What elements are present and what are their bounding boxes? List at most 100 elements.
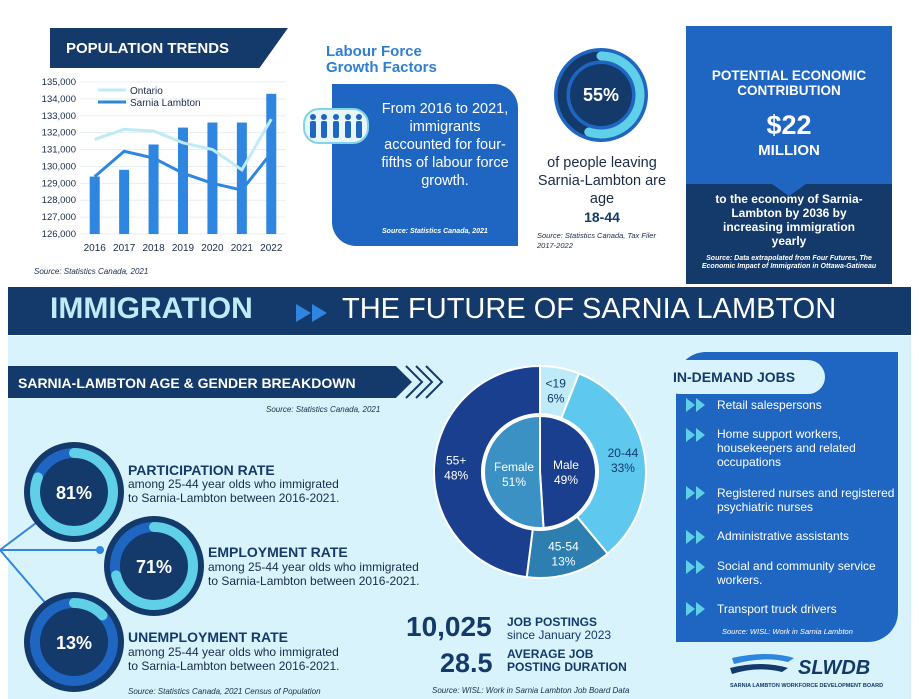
leaving-percent-ring: 55%: [554, 48, 648, 142]
leaving-source: Source: Statistics Canada, Tax Filer 201…: [537, 231, 656, 250]
gender-slice-Female: [483, 414, 545, 529]
legend-ontario-label: Ontario: [130, 86, 163, 97]
x-tick-label: 2020: [201, 243, 224, 254]
x-tick-label: 2018: [142, 243, 165, 254]
x-tick-label: 2017: [113, 243, 136, 254]
leaving-age: 18-44: [584, 209, 620, 225]
bar-sarnia-2016: [89, 176, 100, 234]
bar-sarnia-2020: [207, 122, 218, 234]
population-trends-title: POPULATION TRENDS: [50, 28, 288, 68]
y-tick-label: 134,000: [42, 94, 76, 105]
gender-pct-Male: 49%: [554, 473, 578, 487]
population-chart: 126,000 127,000 128,000 129,000 130,000 131,0…: [42, 77, 286, 254]
unemployment-desc: among 25-44 year olds who immigrated to S…: [128, 645, 340, 673]
economic-title: POTENTIAL ECONOMIC CONTRIBUTION: [711, 68, 867, 98]
job-item: Registered nurses and registered psychia…: [717, 486, 895, 514]
arrow-bullet-icon: [686, 486, 705, 500]
economic-text: to the economy of Sarnia-Lambton by 2036…: [715, 192, 863, 248]
employment-ring: 71%: [104, 516, 204, 616]
arrow-bullet-icon: [686, 602, 705, 616]
donut-label-<19: <19: [546, 376, 567, 390]
job-item: Home support workers, housekeepers and r…: [717, 427, 856, 469]
x-tick-label: 2021: [231, 243, 254, 254]
participation-title: PARTICIPATION RATE: [128, 462, 275, 478]
y-tick-label: 127,000: [42, 212, 76, 223]
job-item: Retail salespersons: [717, 398, 822, 412]
bar-sarnia-2019: [178, 127, 188, 234]
arrow-bullet-icon: [686, 398, 705, 412]
in-demand-title: IN-DEMAND JOBS: [663, 360, 825, 394]
economic-unit: MILLION: [758, 142, 820, 159]
chevrons-icon: [405, 365, 444, 399]
legend-sarnia-label: Sarnia Lambton: [130, 98, 201, 109]
chart-legend: Ontario Sarnia Lambton: [98, 86, 201, 109]
arrow-bullet-icon: [686, 428, 705, 442]
donut-pct-55+: 48%: [444, 469, 468, 483]
donut-label-20-44: 20-44: [608, 446, 639, 460]
economic-source: Source: Data extrapolated from Four Futu…: [701, 255, 877, 270]
bar-sarnia-2017: [119, 169, 130, 234]
unemployment-ring: 13%: [24, 592, 124, 692]
logo-name: SLWDB: [798, 657, 870, 679]
line-sarnia: [93, 149, 273, 192]
leaving-percent-value: 55%: [583, 85, 619, 105]
bar-sarnia-2021: [236, 122, 247, 234]
y-tick-label: 130,000: [42, 161, 76, 172]
gender-label-Male: Male: [553, 458, 579, 472]
immigration-banner: [8, 287, 911, 335]
age-gender-title: SARNIA-LAMBTON AGE & GENDER BREAKDOWN: [8, 366, 412, 398]
participation-desc: among 25-44 year olds who immigrated to S…: [128, 477, 340, 505]
donut-pct-<19: 6%: [547, 391, 565, 405]
employment-value: 71%: [136, 557, 172, 577]
economic-amount: $22: [766, 110, 812, 140]
banner-immigration: IMMIGRATION: [50, 292, 253, 325]
in-demand-source: Source: WISL: Work in Sarnia Lambton: [722, 627, 853, 636]
job-item: Transport truck drivers: [717, 602, 837, 616]
line-ontario: [94, 118, 273, 172]
y-tick-label: 133,000: [42, 111, 76, 122]
participation-value: 81%: [56, 483, 92, 503]
y-tick-label: 128,000: [42, 195, 76, 206]
labour-title-line2: Growth Factors: [326, 59, 437, 76]
donut-pct-20-44: 33%: [611, 461, 635, 475]
unemployment-value: 13%: [56, 633, 92, 653]
job-item: Social and community service workers.: [717, 559, 876, 587]
x-tick-label: 2019: [172, 243, 195, 254]
double-arrow-icon: [296, 304, 327, 322]
economic-box: [686, 26, 892, 284]
employment-title: EMPLOYMENT RATE: [208, 544, 348, 560]
arrow-bullet-icon: [686, 530, 705, 544]
gender-label-Female: Female: [494, 460, 534, 474]
jobs-source: Source: WISL: Work in Sarnia Lambton Job…: [432, 686, 630, 695]
age-gender-source: Source: Statistics Canada, 2021: [266, 405, 381, 414]
y-tick-label: 132,000: [42, 128, 76, 139]
population-source: Source: Statistics Canada, 2021: [34, 267, 149, 276]
employment-desc: among 25-44 year olds who immigrated to S…: [208, 560, 420, 588]
y-tick-label: 129,000: [42, 178, 76, 189]
labour-title-line1: Labour Force: [326, 43, 422, 60]
donut-label-45-54: 45-54: [548, 540, 579, 554]
labour-force-text: From 2016 to 2021, immigrants accounted …: [381, 101, 509, 189]
labour-force-source: Source: Statistics Canada, 2021: [382, 228, 488, 235]
bar-sarnia-2018: [148, 144, 159, 234]
people-group-icon: [303, 108, 369, 144]
participation-ring: 81%: [24, 442, 124, 542]
logo-tagline: SARNIA LAMBTON WORKFORCE DEVELOPMENT BOA…: [730, 683, 883, 689]
job-postings-count: 10,025: [406, 611, 492, 642]
y-tick-label: 126,000: [42, 229, 76, 240]
banner-future: THE FUTURE OF SARNIA LAMBTON: [342, 293, 837, 325]
arrow-bullet-icon: [686, 560, 705, 574]
labour-force-title: Labour Force Growth Factors: [326, 44, 437, 76]
job-postings-label: JOB POSTINGS since January 2023: [507, 615, 612, 642]
slwdb-logo: SLWDB SARNIA LAMBTON WORKFORCE DEVELOPME…: [730, 654, 883, 689]
posting-duration-value: 28.5: [440, 648, 493, 678]
donut-slice-55+: [433, 364, 541, 579]
x-tick-label: 2016: [84, 243, 107, 254]
in-demand-panel: [676, 352, 898, 642]
posting-duration-label: AVERAGE JOB POSTING DURATION: [507, 647, 627, 674]
x-tick-label: 2022: [260, 243, 283, 254]
donut-slice-20-44: [560, 372, 647, 556]
donut-label-55+: 55+: [446, 454, 466, 468]
rates-source: Source: Statistics Canada, 2021 Census o…: [128, 687, 321, 696]
donut-pct-45-54: 13%: [551, 555, 575, 569]
